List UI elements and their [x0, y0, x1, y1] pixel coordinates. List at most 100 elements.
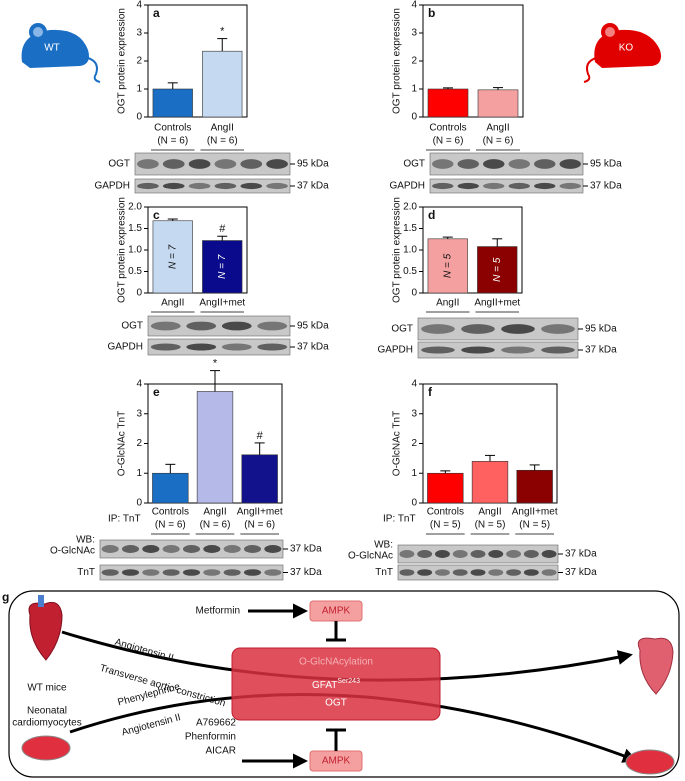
y-tick-label: 2 — [136, 438, 142, 449]
icon-label: KO — [619, 43, 634, 54]
blot-band — [243, 569, 262, 576]
panel-label: g — [2, 590, 9, 604]
blot-band — [101, 545, 119, 553]
blot-band — [399, 550, 415, 558]
y-axis-label: O-GlcNAc TnT — [392, 411, 403, 476]
y-tick-label: 1.5 — [403, 223, 417, 234]
bar — [427, 472, 464, 504]
size-label: 37 kDa — [585, 345, 617, 356]
bar — [477, 246, 518, 294]
x-tick-label: AngII+met — [199, 298, 245, 309]
y-tick-label: 2 — [411, 56, 417, 67]
blot-label: O-GlcNAc — [348, 551, 393, 562]
blot-band — [221, 321, 252, 331]
blot-band — [506, 550, 522, 558]
y-tick-label: 1 — [136, 84, 142, 95]
x-tick-label: AngII — [211, 123, 234, 134]
y-tick-label: 3 — [411, 408, 417, 419]
y-tick-label: 1.5 — [128, 223, 142, 234]
y-tick-label: 0 — [411, 288, 417, 299]
blot-label: OGT — [108, 159, 130, 170]
blot-band — [508, 159, 530, 169]
drug-label: AICAR — [205, 746, 236, 757]
blot-band — [488, 569, 504, 576]
blot-band — [432, 182, 454, 190]
n-label: (N = 6) — [200, 520, 231, 531]
blot-band — [452, 550, 468, 558]
blot-band — [470, 569, 486, 576]
blot-band — [417, 569, 433, 576]
y-tick-label: 4 — [411, 0, 417, 11]
x-tick-label: AngII — [161, 298, 184, 309]
blot-band — [483, 182, 505, 190]
significance-marker: * — [213, 358, 218, 370]
panel-label: d — [428, 208, 435, 222]
size-label: 95 kDa — [297, 321, 329, 332]
bar — [202, 240, 243, 294]
path-label: Angiotensin II — [113, 637, 174, 664]
blot-band — [399, 569, 415, 576]
blot-band — [162, 182, 185, 190]
blot-band — [508, 182, 530, 190]
x-tick-label: Controls — [429, 123, 466, 134]
blot-band — [257, 321, 288, 331]
y-tick-label: 1 — [411, 468, 417, 479]
y-tick-label: 4 — [411, 379, 417, 390]
n-label: (N = 5) — [430, 520, 461, 531]
size-label: 37 kDa — [590, 181, 622, 192]
panel-label: c — [153, 208, 160, 222]
blot-band — [223, 545, 241, 553]
y-tick-label: 0 — [136, 112, 142, 123]
blot-label: O-GlcNAc — [50, 546, 95, 557]
x-tick-label: AngII — [203, 507, 226, 518]
blot-label: GAPDH — [94, 181, 130, 192]
size-label: 37 kDa — [297, 181, 329, 192]
n-label: (N = 6) — [155, 520, 186, 531]
blot-band — [121, 545, 140, 553]
x-tick-label: Controls — [152, 507, 189, 518]
blot-band — [214, 159, 237, 169]
bar — [516, 469, 553, 504]
bar — [477, 89, 519, 118]
blot-band — [461, 346, 495, 354]
blot-band — [470, 550, 486, 558]
n-label: (N = 6) — [483, 136, 514, 147]
wt-mouse-icon: WT — [21, 23, 101, 83]
significance-marker: # — [257, 430, 264, 442]
y-tick-label: 2.0 — [403, 202, 417, 213]
blot-band — [432, 159, 454, 169]
blot-band — [162, 159, 185, 169]
bar — [202, 50, 243, 118]
x-tick-label: AngII — [478, 507, 501, 518]
center-label: OGT — [325, 698, 347, 709]
blot-band — [501, 346, 535, 354]
y-tick-label: 3 — [136, 408, 142, 419]
x-tick-label: Controls — [154, 123, 191, 134]
blot-band — [421, 324, 455, 334]
blot-band — [137, 159, 159, 169]
ko-mouse-icon: KO — [583, 23, 661, 83]
blot-band — [541, 569, 557, 576]
x-tick-label: AngII — [436, 298, 459, 309]
blot-band — [186, 321, 217, 331]
size-label: 37 kDa — [297, 342, 329, 353]
blot-label: TnT — [375, 567, 393, 578]
size-label: 95 kDa — [590, 159, 622, 170]
blot-band — [266, 159, 288, 169]
n-label: (N = 6) — [433, 136, 464, 147]
blot-label: OGT — [403, 159, 425, 170]
panel-label: f — [428, 385, 433, 399]
y-tick-label: 0 — [136, 498, 142, 509]
bar — [471, 461, 509, 504]
drug-label: Phenformin — [185, 732, 236, 743]
blot-band — [214, 182, 237, 190]
panel-label: e — [153, 385, 160, 399]
significance-marker: # — [219, 223, 226, 235]
gfat: GFAT — [312, 680, 337, 691]
x-tick-label: AngII — [486, 123, 509, 134]
icon-label: WT — [44, 43, 60, 54]
bar — [152, 472, 189, 504]
blot-band — [162, 569, 180, 576]
blot-band — [264, 569, 282, 576]
